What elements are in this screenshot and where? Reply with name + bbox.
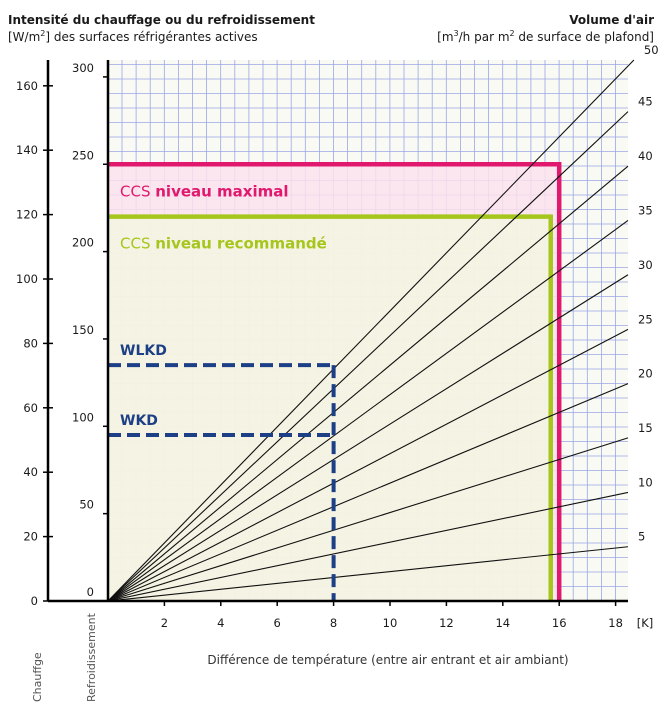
right-axis-header: Volume d'air [m3/h par m2 de surface de …: [437, 13, 654, 44]
cooling-tick-label: 0: [87, 585, 94, 599]
x-tick-label: 16: [552, 616, 567, 630]
cooling-tick-label: 100: [72, 410, 94, 424]
series-line-40: [107, 165, 629, 602]
cooling-tick-label: 50: [79, 498, 94, 512]
series-line-35: [107, 220, 629, 602]
series-label-30: 30: [638, 258, 653, 272]
heating-axis-label: Chauffge: [31, 652, 44, 702]
heating-tick-label: 120: [16, 208, 38, 222]
left-axis-title: Intensité du chauffage ou du refroidisse…: [8, 13, 315, 27]
series-line-25: [107, 328, 629, 602]
series-line-50: [107, 59, 635, 602]
series-label-45: 45: [638, 95, 653, 109]
x-tick-label: 14: [495, 616, 510, 630]
series-line-15: [107, 437, 629, 602]
series-label-40: 40: [638, 149, 653, 163]
level-label-rec: CCS niveau recommandé: [120, 235, 327, 253]
series-line-10: [107, 491, 629, 602]
heating-tick-label: 60: [23, 401, 38, 415]
series-line-30: [107, 274, 629, 602]
heating-tick-label: 40: [23, 465, 38, 479]
heating-tick-label: 140: [16, 143, 38, 157]
series-label-10: 10: [638, 475, 653, 489]
series-line-5: [107, 546, 629, 602]
left-axis-header: Intensité du chauffage ou du refroidisse…: [8, 13, 315, 44]
series-label-50: 50: [644, 43, 659, 57]
series-line-20: [107, 383, 629, 602]
right-axis-title: Volume d'air: [569, 13, 654, 27]
series-label-20: 20: [638, 367, 653, 381]
product-label-wlkd: WLKD: [120, 343, 167, 359]
cooling-tick-label: 250: [72, 148, 94, 162]
series-label-25: 25: [638, 312, 653, 326]
series-label-35: 35: [638, 203, 653, 217]
series-label-15: 15: [638, 421, 653, 435]
heating-tick-label: 160: [16, 79, 38, 93]
x-tick-label: 12: [439, 616, 454, 630]
left-axis-unit: [W/m2] des surfaces réfrigérantes active…: [8, 29, 258, 44]
x-axis-label: Différence de température (entre air ent…: [207, 653, 568, 667]
level-line-max: [108, 162, 562, 601]
x-tick-label: 6: [274, 616, 281, 630]
cooling-tick-label: 300: [72, 61, 94, 75]
cooling-tick-label: 200: [72, 236, 94, 250]
right-axis-unit: [m3/h par m2 de surface de plafond]: [437, 29, 654, 44]
x-tick-label: 8: [330, 616, 337, 630]
series-label-5: 5: [638, 530, 645, 544]
x-tick-label: 2: [161, 616, 168, 630]
heating-tick-label: 100: [16, 272, 38, 286]
x-tick-label: 4: [217, 616, 224, 630]
series-line-45: [107, 111, 629, 602]
x-tick-label: 18: [608, 616, 623, 630]
level-label-max: CCS niveau maximal: [120, 182, 289, 200]
heating-tick-label: 20: [23, 530, 38, 544]
x-unit-label: [K]: [637, 616, 654, 630]
heating-tick-label: 0: [31, 594, 38, 608]
cooling-tick-label: 150: [72, 323, 94, 337]
x-tick-label: 10: [383, 616, 398, 630]
cooling-axis-label: Refroidissement: [85, 612, 98, 702]
heating-tick-label: 80: [23, 336, 38, 350]
level-line-rec: [108, 214, 553, 601]
level-area-rec: [108, 216, 551, 601]
product-label-wkd: WKD: [120, 413, 158, 429]
